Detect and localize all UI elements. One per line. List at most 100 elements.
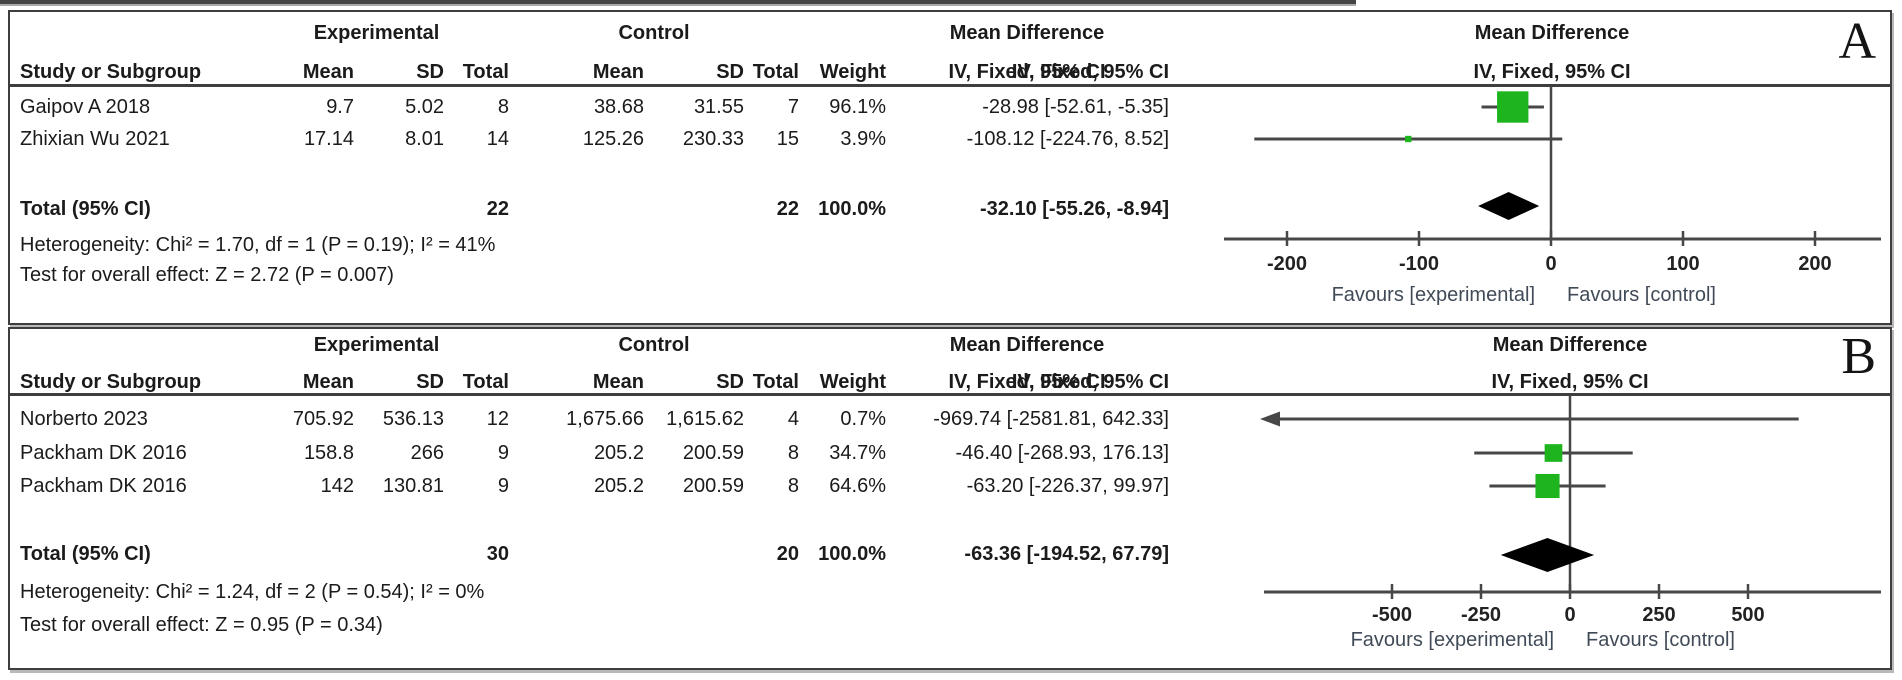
panel-a: Experimental Control Mean Difference IV,… — [8, 10, 1892, 325]
overall-effect-note: Test for overall effect: Z = 2.72 (P = 0… — [20, 264, 394, 286]
md-ci-value: -28.98 [-52.61, -5.35] — [982, 96, 1169, 118]
ctrl-sd: 200.59 — [682, 475, 744, 497]
study-row: Zhixian Wu 2021 17.14 8.01 14 125.26 230… — [10, 126, 1169, 152]
study-row: Gaipov A 2018 9.7 5.02 8 38.68 31.55 7 9… — [10, 94, 1169, 120]
control-group-header: Control — [618, 334, 690, 356]
overall-effect-note: Test for overall effect: Z = 0.95 (P = 0… — [20, 614, 383, 636]
total-ctrl-n: 20 — [776, 543, 799, 565]
ctrl-mean: 205.2 — [593, 442, 644, 464]
ctrl-mean: 38.68 — [593, 96, 644, 118]
study-name: Zhixian Wu 2021 — [20, 128, 170, 150]
exp-mean: 9.7 — [326, 96, 354, 118]
header-separator — [10, 84, 1890, 87]
ctrl-sd: 200.59 — [682, 442, 744, 464]
weight-value: 64.6% — [829, 475, 886, 497]
header-separator — [10, 393, 1890, 396]
heterogeneity-note: Heterogeneity: Chi² = 1.24, df = 2 (P = … — [20, 581, 485, 603]
total-ctrl-n: 22 — [776, 198, 799, 220]
weight-header: Weight — [819, 61, 886, 83]
exp-sd: 266 — [410, 442, 444, 464]
study-name: Gaipov A 2018 — [20, 96, 151, 118]
ctrl-mean: 125.26 — [582, 128, 644, 150]
exp-mean: 17.14 — [303, 128, 354, 150]
plot-subtitle: IV, Fixed, 95% CI — [1491, 371, 1649, 393]
ctrl-mean: 1,675.66 — [566, 408, 644, 430]
axis-tick-label: 100 — [1666, 253, 1699, 275]
heterogeneity-note: Heterogeneity: Chi² = 1.70, df = 1 (P = … — [20, 234, 496, 256]
study-header: Study or Subgroup — [20, 371, 202, 393]
axis-tick-label: 500 — [1731, 604, 1764, 626]
md-ci-value: -108.12 [-224.76, 8.52] — [966, 128, 1169, 150]
total-header: Total — [462, 371, 509, 393]
plot-title: Mean Difference — [1492, 334, 1648, 356]
favours-control-label: Favours [control] — [1586, 629, 1735, 651]
mean-header: Mean — [592, 61, 644, 83]
forest-plot-b-canvas: -500 -250 0 250 500 — [1260, 395, 1881, 626]
total-label: Total (95% CI) — [20, 543, 151, 565]
exp-mean: 158.8 — [303, 442, 354, 464]
mean-header: Mean — [592, 371, 644, 393]
exp-total: 9 — [497, 442, 509, 464]
sd-header: SD — [716, 371, 744, 393]
favours-control-label: Favours [control] — [1567, 284, 1716, 306]
axis-tick-label: -200 — [1267, 253, 1307, 275]
axis-tick-label: -100 — [1399, 253, 1439, 275]
md-column-title: Mean Difference — [949, 334, 1105, 356]
exp-total: 14 — [486, 128, 509, 150]
ctrl-total: 7 — [787, 96, 799, 118]
study-row: Packham DK 2016 142 130.81 9 205.2 200.5… — [10, 473, 1169, 499]
total-row: Total (95% CI) 22 22 100.0% -32.10 [-55.… — [10, 196, 1169, 222]
mean-square — [1497, 91, 1529, 123]
pooled-diamond — [1500, 538, 1595, 572]
total-label: Total (95% CI) — [20, 198, 151, 220]
mean-header: Mean — [302, 61, 354, 83]
column-header-row: Study or Subgroup Mean SD Total Mean SD … — [10, 59, 1169, 85]
forest-plot-a-canvas: -200 -100 0 100 200 — [1224, 86, 1881, 275]
pooled-diamond — [1478, 192, 1540, 220]
axis-tick-label: -500 — [1372, 604, 1412, 626]
total-header: Total — [752, 61, 799, 83]
md-column-title: Mean Difference — [949, 22, 1105, 44]
plot-title: Mean Difference — [1474, 22, 1630, 44]
total-exp-n: 22 — [486, 198, 509, 220]
ci-header: IV, Fixed, 95% CI — [1011, 371, 1169, 393]
ctrl-sd: 31.55 — [693, 96, 744, 118]
exp-sd: 5.02 — [405, 96, 444, 118]
panel-letter: B — [1841, 328, 1876, 385]
ci-header: IV, Fixed, 95% CI — [1011, 61, 1169, 83]
experimental-group-header: Experimental — [313, 334, 440, 356]
weight-value: 3.9% — [840, 128, 886, 150]
ctrl-total: 8 — [787, 475, 799, 497]
total-weight: 100.0% — [818, 543, 886, 565]
exp-mean: 142 — [320, 475, 354, 497]
axis-tick-label: 200 — [1798, 253, 1831, 275]
ctrl-sd: 230.33 — [682, 128, 744, 150]
md-ci-value: -46.40 [-268.93, 176.13] — [955, 442, 1170, 464]
total-md-ci: -32.10 [-55.26, -8.94] — [980, 198, 1169, 220]
total-row: Total (95% CI) 30 20 100.0% -63.36 [-194… — [10, 541, 1169, 567]
exp-mean: 705.92 — [292, 408, 354, 430]
mean-square — [1405, 135, 1412, 143]
mean-square — [1535, 473, 1560, 499]
study-name: Packham DK 2016 — [20, 475, 187, 497]
favours-experimental-label: Favours [experimental] — [1350, 629, 1554, 651]
axis-tick-label: 0 — [1545, 253, 1556, 275]
panel-letter: A — [1838, 13, 1876, 70]
total-header: Total — [752, 371, 799, 393]
study-name: Packham DK 2016 — [20, 442, 187, 464]
exp-total: 8 — [497, 96, 509, 118]
weight-value: 0.7% — [840, 408, 886, 430]
axis-tick-label: 0 — [1564, 604, 1575, 626]
exp-total: 9 — [497, 475, 509, 497]
exp-total: 12 — [486, 408, 509, 430]
axis-tick-label: -250 — [1461, 604, 1501, 626]
study-name: Norberto 2023 — [20, 408, 148, 430]
sd-header: SD — [416, 61, 444, 83]
total-md-ci: -63.36 [-194.52, 67.79] — [964, 543, 1169, 565]
mean-header: Mean — [302, 371, 354, 393]
ctrl-total: 8 — [787, 442, 799, 464]
total-exp-n: 30 — [486, 543, 509, 565]
weight-value: 34.7% — [829, 442, 886, 464]
axis-tick-label: 250 — [1642, 604, 1675, 626]
total-header: Total — [462, 61, 509, 83]
